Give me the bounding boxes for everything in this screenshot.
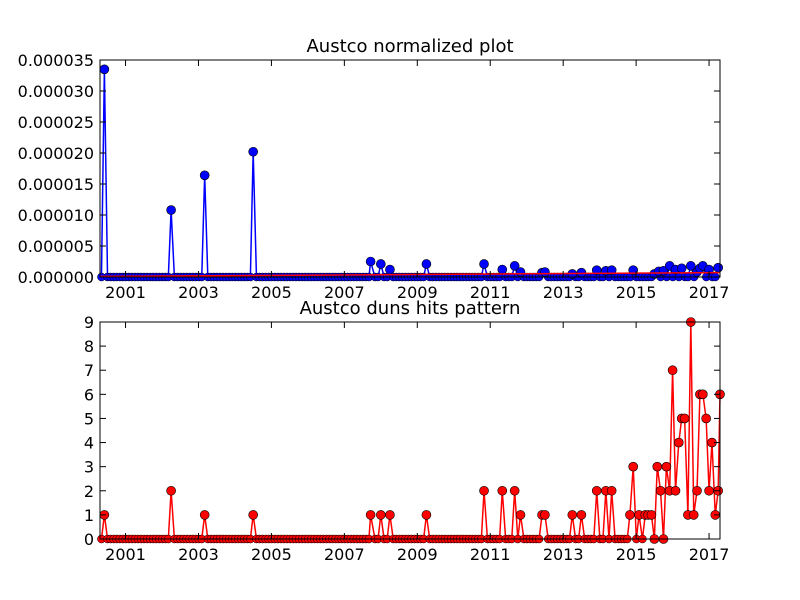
normalized-data-point (421, 259, 432, 269)
normalized-data-point (99, 64, 110, 75)
hits-data-point (625, 510, 635, 520)
x-tick-label: 2001 (105, 545, 146, 564)
x-tick-label: 2017 (689, 283, 730, 302)
hits-data-point (646, 510, 657, 520)
y-tick-label: 0.000020 (18, 144, 94, 163)
y-tick-label: 0.000000 (18, 268, 94, 287)
hits-data-point (652, 461, 663, 472)
hits-data-point (479, 485, 489, 496)
normalized-data-point (576, 267, 587, 278)
hits-data-point (704, 485, 714, 496)
normalized-data-point (376, 259, 386, 269)
y-tick-label: 0.000035 (18, 51, 94, 70)
normalized-data-point (365, 256, 376, 267)
y-tick-label: 0.000010 (18, 206, 94, 225)
hits-data-point (497, 485, 508, 496)
hits-data-point (591, 485, 602, 496)
hits-data-point (661, 461, 672, 472)
hits-data-point (673, 437, 684, 448)
normalized-series-line (100, 69, 719, 280)
normalized-data-point (686, 261, 696, 271)
hits-data-point (606, 485, 617, 496)
x-tick-label: 2009 (397, 283, 438, 302)
y-tick-label: 7 (84, 361, 94, 380)
hits-data-point (567, 510, 578, 520)
normalized-data-point (676, 263, 687, 274)
normalized-data-point (713, 262, 723, 273)
normalized-trend-line (99, 271, 721, 278)
hits-data-point (628, 461, 639, 472)
y-tick-label: 8 (84, 337, 94, 356)
y-tick-label: 0.000025 (18, 113, 94, 132)
normalized-data-point (497, 264, 508, 275)
hits-data-point (667, 365, 678, 376)
y-tick-label: 1 (84, 506, 94, 525)
x-tick-label: 2007 (324, 283, 365, 302)
x-tick-label: 2017 (689, 545, 730, 564)
hits-data-point (166, 485, 176, 496)
hits-data-point (655, 485, 666, 496)
x-tick-label: 2005 (251, 283, 292, 302)
normalized-data-point (479, 259, 489, 269)
x-tick-label: 2013 (543, 545, 584, 564)
normalized-data-point (248, 146, 258, 157)
x-tick-label: 2011 (470, 545, 511, 564)
hits-data-point (365, 510, 376, 520)
hits-data-point (688, 510, 699, 520)
y-tick-label: 4 (84, 434, 94, 453)
x-tick-label: 2005 (251, 545, 292, 564)
x-tick-label: 2011 (470, 283, 511, 302)
y-tick-label: 0.000005 (18, 237, 94, 256)
x-tick-label: 2003 (178, 283, 219, 302)
hits-data-point (385, 510, 395, 520)
hits-data-point (670, 485, 681, 496)
normalized-data-point (166, 205, 176, 215)
hits-data-point (692, 485, 702, 496)
hits-data-point (515, 510, 526, 520)
hits-data-point (248, 510, 258, 520)
hits-axes-frame (99, 321, 721, 540)
normalized-data-point (199, 170, 210, 181)
normalized-data-point (515, 267, 526, 277)
normalized-data-point (385, 264, 395, 275)
x-tick-label: 2015 (616, 545, 657, 564)
y-tick-label: 6 (84, 385, 94, 404)
x-tick-label: 2001 (105, 283, 146, 302)
x-tick-label: 2003 (178, 545, 219, 564)
hits-data-point (698, 389, 708, 400)
y-tick-label: 9 (84, 313, 94, 332)
x-tick-label: 2009 (397, 545, 438, 564)
normalized-data-point (540, 267, 550, 277)
y-tick-label: 0 (84, 530, 94, 549)
hits-data-point (679, 413, 690, 424)
hits-data-point (701, 413, 711, 424)
y-tick-label: 5 (84, 409, 94, 428)
y-tick-label: 0.000015 (18, 175, 94, 194)
normalized-data-point (509, 261, 520, 271)
y-tick-label: 0.000030 (18, 82, 94, 101)
hits-data-point (576, 510, 587, 520)
normalized-chart-title: Austco normalized plot (306, 36, 513, 57)
x-tick-label: 2015 (616, 283, 657, 302)
hits-data-point (540, 510, 550, 520)
hits-chart-title: Austco duns hits pattern (300, 298, 521, 319)
normalized-data-point (606, 265, 617, 275)
hits-series-line (100, 321, 721, 540)
hits-data-point (509, 485, 520, 496)
x-tick-label: 2007 (324, 545, 365, 564)
y-tick-label: 3 (84, 458, 94, 477)
y-tick-label: 2 (84, 482, 94, 501)
x-tick-label: 2013 (543, 283, 584, 302)
hits-data-point (421, 510, 432, 520)
normalized-axes-frame (99, 59, 721, 278)
hits-data-point (376, 510, 386, 520)
hits-data-point (199, 510, 210, 520)
